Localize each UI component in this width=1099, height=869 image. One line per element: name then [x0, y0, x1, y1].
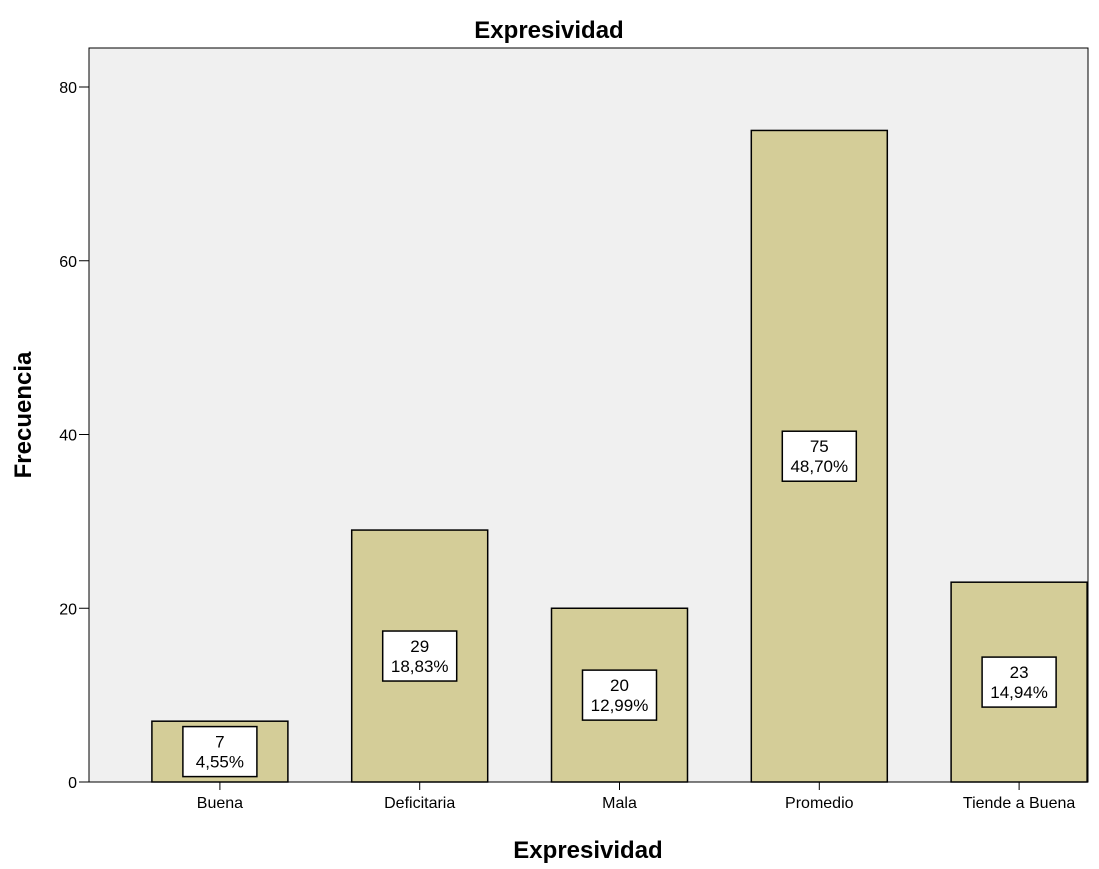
- data-label-percent: 4,55%: [196, 753, 244, 772]
- data-label-count: 75: [810, 437, 829, 456]
- data-label-box: [381, 630, 458, 682]
- data-label-count: 20: [610, 676, 629, 695]
- data-label-box: [182, 725, 258, 778]
- x-axis-label: Expresividad: [513, 837, 662, 864]
- y-tick-label: 20: [59, 601, 77, 618]
- x-axis: Buena Deficitaria Mala Promedio Tiende a Bue…: [197, 782, 1075, 812]
- data-label-percent: 18,83%: [391, 657, 449, 676]
- data-label-count: 29: [410, 637, 429, 656]
- data-label-box: [781, 430, 858, 482]
- y-tick-label: 0: [68, 775, 77, 792]
- data-label-box: [981, 656, 1057, 708]
- x-tick-label: Deficitaria: [384, 795, 455, 812]
- y-axis: 0 20 40 60 80: [59, 80, 89, 792]
- x-tick-label: Promedio: [785, 795, 854, 812]
- data-label-percent: 12,99%: [591, 696, 649, 715]
- y-tick-label: 80: [59, 80, 77, 97]
- x-tick-label: Mala: [602, 795, 637, 812]
- data-label-percent: 48,70%: [790, 457, 848, 476]
- chart-title: Expresividad: [474, 17, 623, 44]
- y-axis-label: Frecuencia: [10, 351, 37, 478]
- x-tick-label: Buena: [197, 795, 243, 812]
- y-tick-label: 40: [59, 428, 77, 445]
- x-tick-label: Tiende a Buena: [963, 795, 1075, 812]
- data-label-box: [581, 669, 658, 721]
- data-label-count: 23: [1010, 663, 1029, 682]
- data-label-percent: 14,94%: [990, 683, 1048, 702]
- y-tick-label: 60: [59, 254, 77, 271]
- data-label-count: 7: [215, 733, 224, 752]
